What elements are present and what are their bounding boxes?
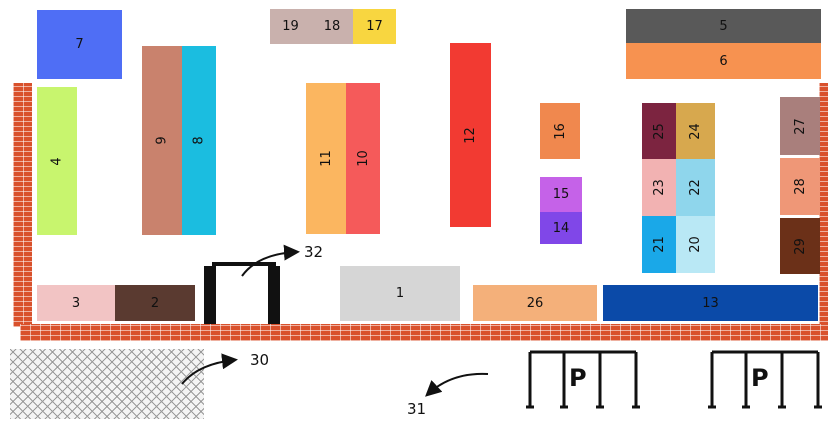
block-13-label: 13 [702, 295, 719, 311]
arrow-32 [241, 244, 300, 277]
block-7[interactable]: 7 [37, 10, 122, 79]
marker-30-label: 30 [250, 351, 270, 369]
block-18-label: 18 [323, 19, 341, 34]
gate-post-right [268, 266, 280, 324]
block-26-label: 26 [526, 295, 544, 311]
arrow-31 [425, 372, 489, 397]
hatched-area [10, 349, 204, 419]
parking-area-2 [708, 350, 822, 409]
block-22[interactable]: 22 [676, 159, 715, 216]
block-26[interactable]: 26 [473, 285, 597, 321]
block-3[interactable]: 3 [37, 285, 115, 321]
block-18[interactable]: 18 [311, 9, 353, 44]
block-29[interactable]: 29 [780, 218, 820, 274]
block-1[interactable]: 1 [340, 266, 460, 321]
block-2-label: 2 [150, 295, 160, 311]
block-27[interactable]: 27 [780, 97, 820, 155]
gate-bar [212, 262, 276, 266]
block-6[interactable]: 6 [626, 43, 821, 79]
block-7-label: 7 [75, 37, 84, 52]
block-15-label: 15 [552, 187, 570, 202]
parking-area-1 [526, 350, 640, 409]
parking-sign-2: P [751, 364, 769, 392]
block-17[interactable]: 17 [353, 9, 396, 44]
block-19[interactable]: 19 [270, 9, 311, 44]
arrow-30 [181, 353, 238, 385]
block-3-label: 3 [71, 295, 81, 311]
left-wall [13, 83, 32, 327]
block-10[interactable]: 10 [346, 83, 380, 234]
block-14[interactable]: 14 [540, 212, 582, 244]
block-2[interactable]: 2 [115, 285, 195, 321]
right-wall [819, 83, 828, 327]
gate-post-left [204, 266, 216, 324]
block-8[interactable]: 8 [182, 46, 216, 235]
block-9[interactable]: 9 [142, 46, 182, 235]
block-15[interactable]: 15 [540, 177, 582, 212]
block-28[interactable]: 28 [780, 158, 820, 215]
block-21[interactable]: 21 [642, 216, 676, 273]
block-1-label: 1 [395, 286, 405, 301]
block-16[interactable]: 16 [540, 103, 580, 159]
bottom-wall [20, 324, 828, 341]
block-24[interactable]: 24 [676, 103, 715, 159]
block-14-label: 14 [552, 220, 570, 236]
block-23[interactable]: 23 [642, 159, 676, 216]
block-11[interactable]: 11 [306, 83, 346, 234]
parking-sign-1: P [569, 364, 587, 392]
block-6-label: 6 [719, 53, 728, 69]
block-17-label: 17 [366, 19, 383, 34]
block-12[interactable]: 12 [450, 43, 491, 227]
marker-32-label: 32 [304, 243, 324, 261]
block-5[interactable]: 5 [626, 9, 821, 43]
block-19-label: 19 [282, 19, 299, 34]
marker-31-label: 31 [407, 400, 427, 418]
block-25[interactable]: 25 [642, 103, 676, 159]
block-13[interactable]: 13 [603, 285, 818, 321]
block-5-label: 5 [719, 18, 728, 34]
block-4[interactable]: 4 [37, 87, 77, 235]
block-20[interactable]: 20 [676, 216, 715, 273]
